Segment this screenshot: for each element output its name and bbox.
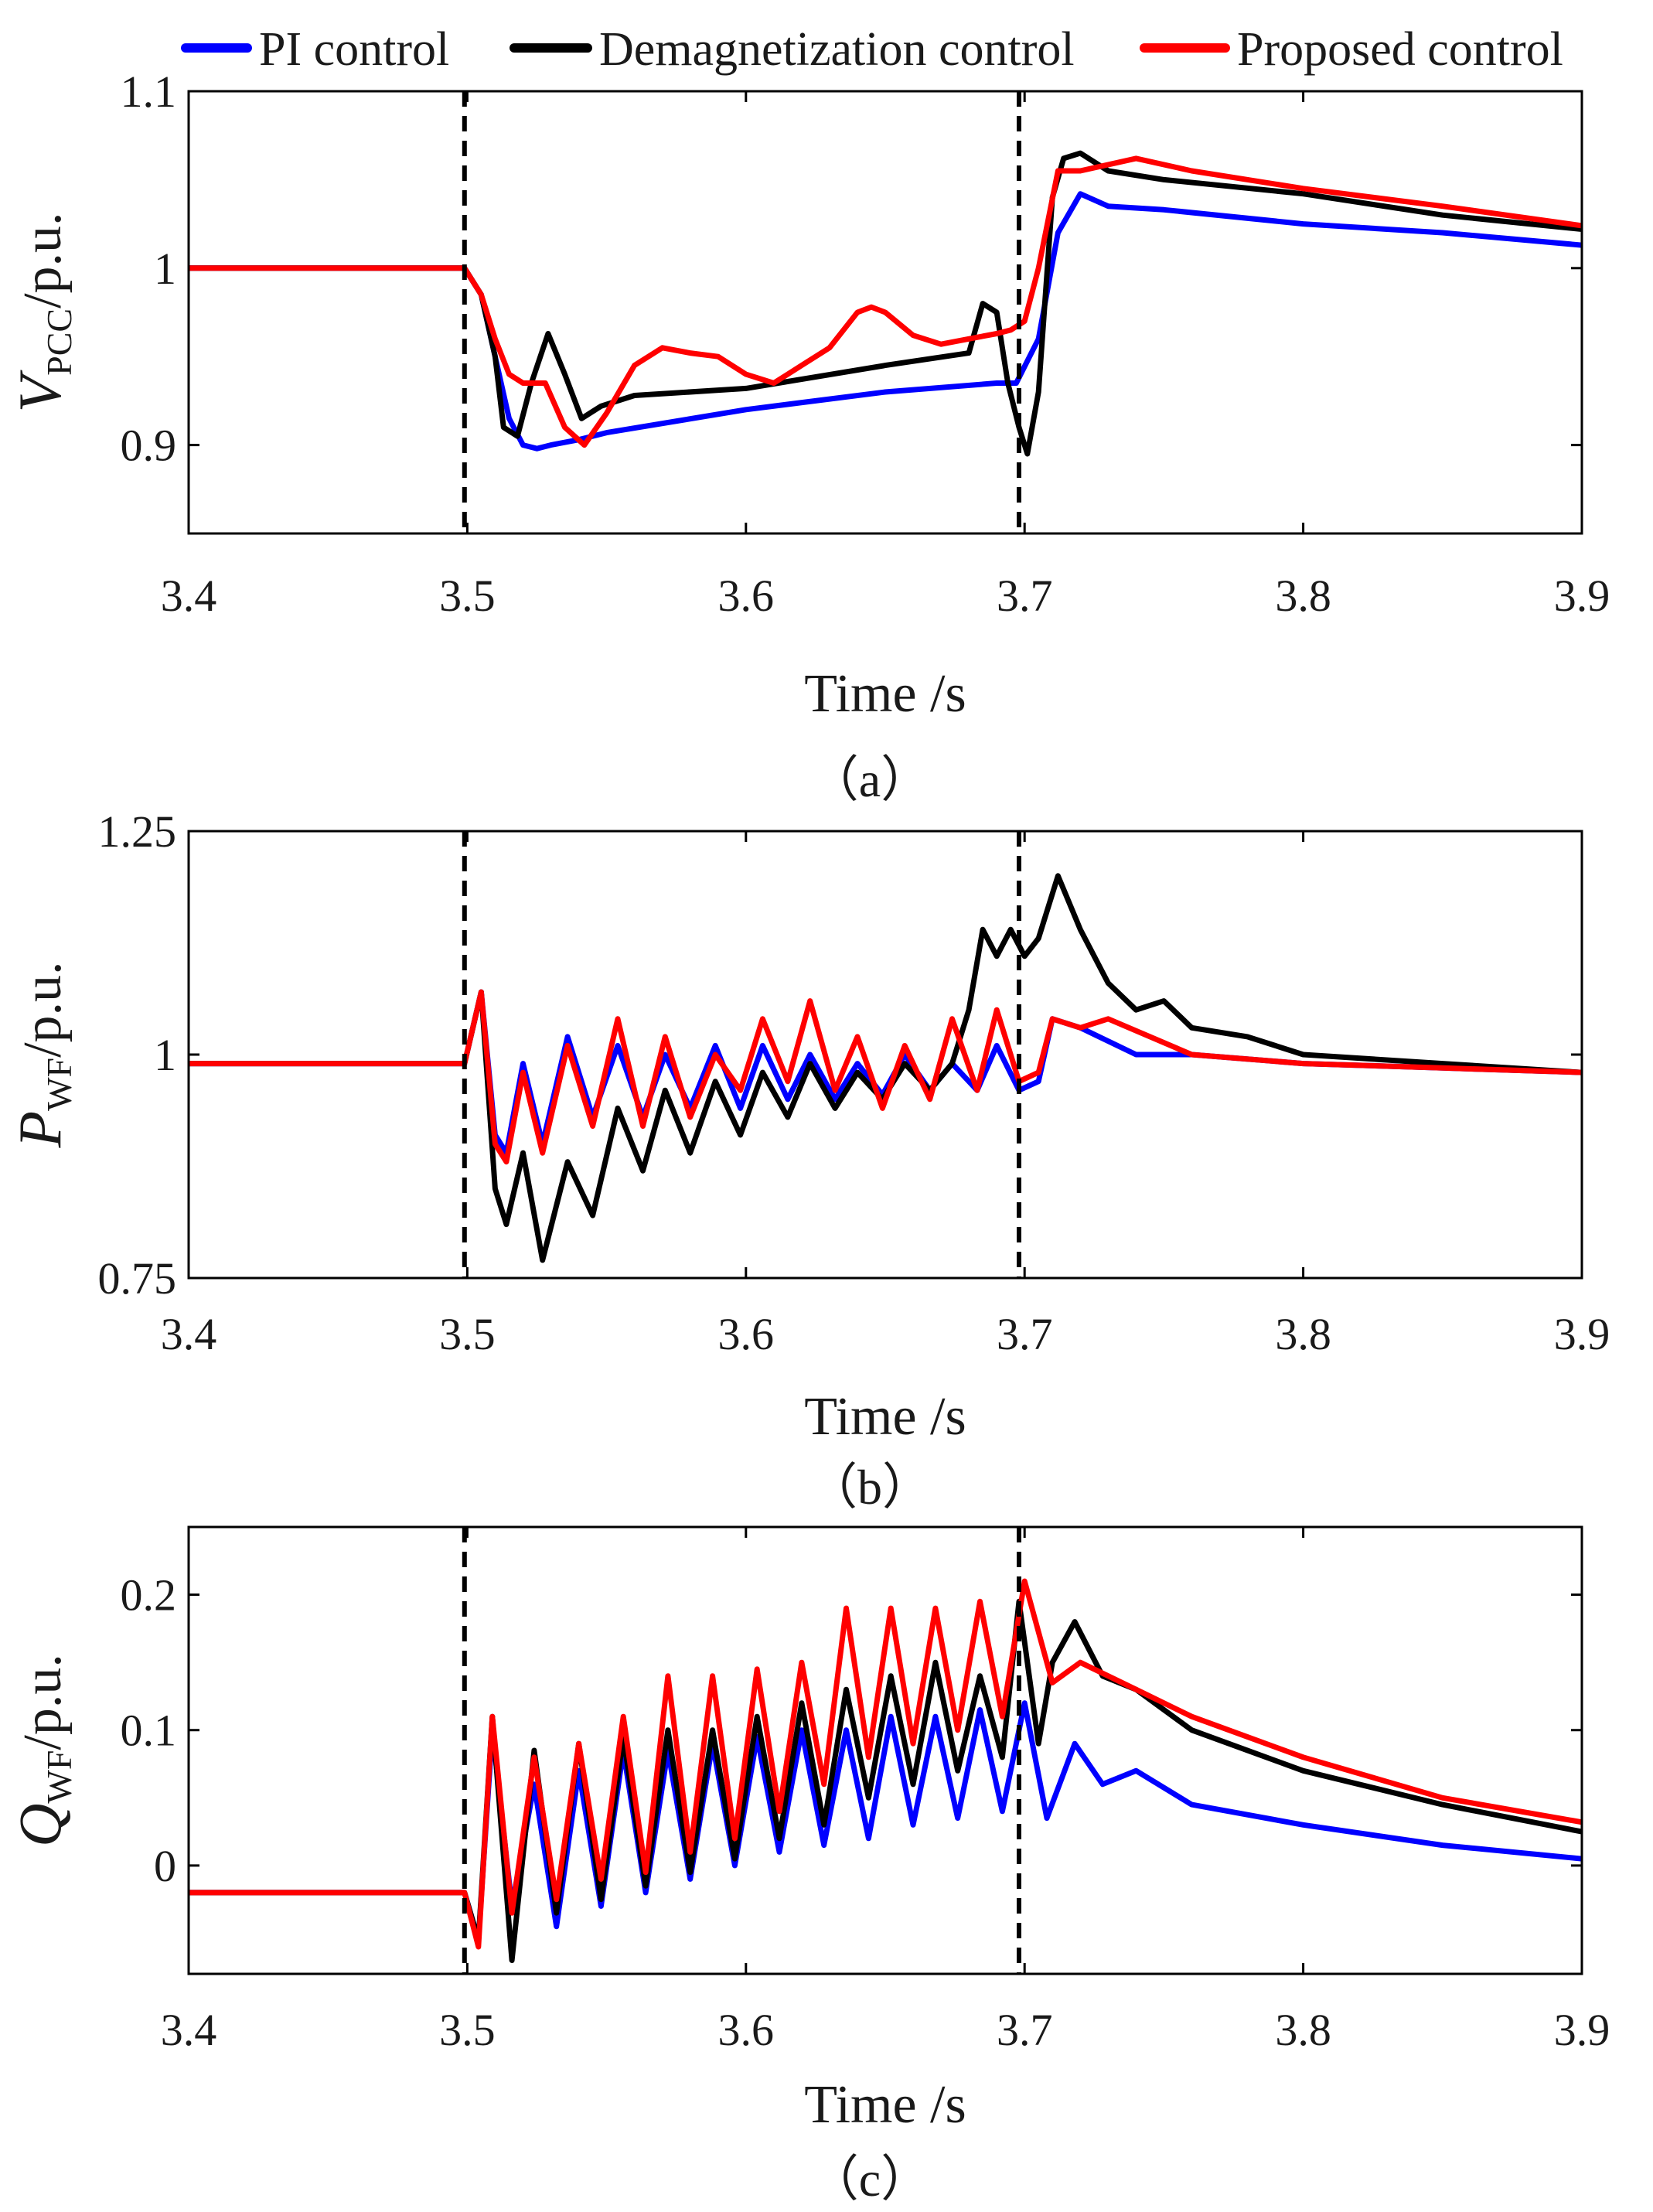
y-axis-label-sub: WF [39, 1750, 79, 1804]
x-tick-label: 3.5 [439, 571, 496, 621]
plot-frame [187, 1525, 1583, 1975]
y-axis-label-main: V [6, 370, 73, 413]
legend-entry: Demagnetization control [510, 23, 1075, 76]
x-tick-label: 3.6 [718, 1309, 775, 1359]
y-axis-label-unit: /p.u. [13, 1654, 73, 1750]
y-axis-label-unit: /p.u. [13, 212, 73, 308]
y-axis-label-unit: /p.u. [13, 961, 73, 1057]
panel-caption: （b） [808, 1460, 932, 1515]
x-tick-label: 3.8 [1275, 2005, 1331, 2055]
y-tick-label: 0.2 [121, 1570, 177, 1621]
y-tick-label: 0.9 [121, 421, 177, 471]
y-axis-label-sub: PCC [39, 308, 79, 376]
y-tick-label: 1 [154, 244, 176, 294]
x-tick-label: 3.6 [718, 571, 775, 621]
x-tick-label: 3.9 [1554, 1309, 1610, 1359]
x-tick-label: 3.4 [161, 1309, 217, 1359]
x-axis-label: Time /s [804, 2075, 966, 2135]
series-line-proposed-control [189, 1578, 1582, 1950]
panel-caption: （c） [809, 2152, 930, 2207]
y-axis-label: QWF/p.u. [6, 1654, 79, 1847]
x-tick-label: 3.4 [161, 571, 217, 621]
y-tick-label: 0 [154, 1841, 176, 1891]
x-tick-label: 3.8 [1275, 571, 1331, 621]
x-tick-label: 3.9 [1554, 571, 1610, 621]
y-tick-label: 0.1 [121, 1706, 177, 1756]
x-tick-label: 3.7 [997, 571, 1053, 621]
y-axis-label-main: P [6, 1111, 73, 1149]
y-axis-label: PWF/p.u. [6, 961, 79, 1148]
x-tick-label: 3.7 [997, 1309, 1053, 1359]
x-tick-label: 3.6 [718, 2005, 775, 2055]
y-axis-label-main: Q [6, 1804, 73, 1847]
chart-panel-c: 3.4 3.5 3.6 3.7 3.8 3.9 0 0.1 0.2 Time /s QWF/p.u.… [6, 1525, 1610, 2207]
series-line-proposed-control [189, 989, 1582, 1165]
x-axis-label: Time /s [804, 664, 966, 724]
legend-label: Proposed control [1237, 23, 1563, 76]
series-group [189, 873, 1582, 1263]
legend-entry: Proposed control [1140, 23, 1563, 76]
y-axis-label-sub: WF [39, 1058, 79, 1111]
x-axis-label: Time /s [804, 1387, 966, 1447]
series-line-pi-control [189, 191, 1582, 452]
legend-label: PI control [259, 23, 449, 76]
x-tick-label: 3.8 [1275, 1309, 1331, 1359]
series-line-demagnetization-control [189, 150, 1582, 457]
series-line-proposed-control [189, 155, 1582, 448]
chart-panel-a: 3.4 3.5 3.6 3.7 3.8 3.9 0.9 1 1.1 Time /s VPCC/p.u… [6, 66, 1610, 807]
x-tick-label: 3.7 [997, 2005, 1053, 2055]
y-tick-label: 1 [154, 1030, 176, 1080]
legend-label: Demagnetization control [599, 23, 1075, 76]
series-line-demagnetization-control [189, 873, 1582, 1263]
chart-panel-b: 3.4 3.5 3.6 3.7 3.8 3.9 0.75 1 1.25 Time /s PWF/p.… [6, 806, 1610, 1515]
x-tick-label: 3.5 [439, 2005, 496, 2055]
series-group [189, 150, 1582, 457]
panel-caption: （a） [809, 752, 930, 807]
plot-frame [187, 830, 1583, 1280]
y-tick-label: 0.75 [98, 1253, 177, 1304]
series-line-demagnetization-control [189, 1598, 1582, 1963]
plot-frame [187, 90, 1583, 535]
series-group [189, 1578, 1582, 1963]
x-tick-label: 3.4 [161, 2005, 217, 2055]
y-axis-label: VPCC/p.u. [6, 212, 79, 412]
legend-entry: PI control [181, 23, 449, 76]
y-tick-label: 1.25 [98, 806, 177, 857]
x-tick-label: 3.9 [1554, 2005, 1610, 2055]
legend: PI control Demagnetization control Propose… [181, 23, 1563, 76]
y-tick-label: 1.1 [121, 66, 177, 117]
panels: 3.4 3.5 3.6 3.7 3.8 3.9 0.9 1 1.1 Time /s VPCC/p.u… [6, 66, 1610, 2207]
x-tick-label: 3.5 [439, 1309, 496, 1359]
